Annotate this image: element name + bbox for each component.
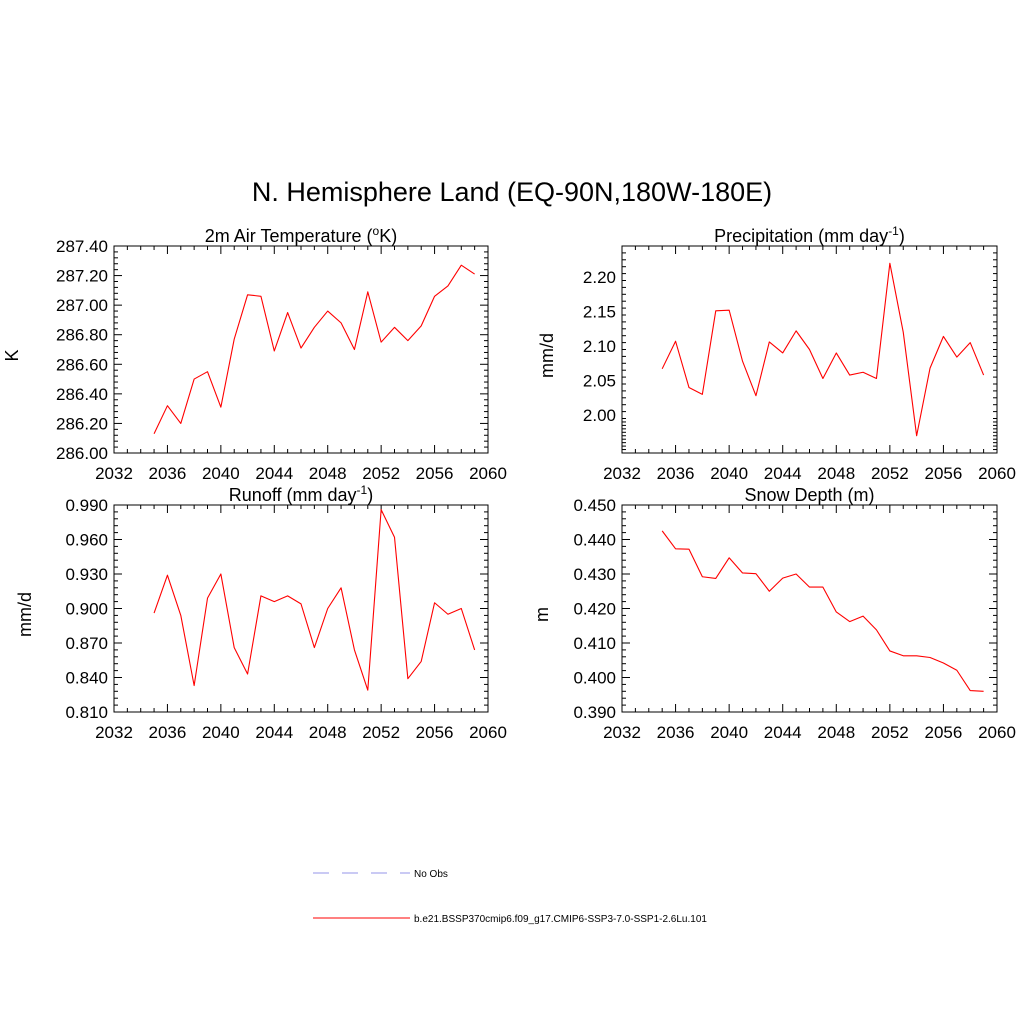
y-tick-label: 2.20 [583, 268, 616, 287]
x-tick-label: 2048 [817, 723, 855, 742]
x-tick-label: 2044 [764, 464, 802, 483]
x-tick-label: 2040 [202, 464, 240, 483]
x-tick-label: 2044 [255, 464, 293, 483]
x-tick-label: 2032 [95, 723, 133, 742]
panel-title-superscript: o [373, 224, 380, 238]
x-tick-label: 2048 [309, 464, 347, 483]
x-tick-label: 2044 [764, 723, 802, 742]
x-tick-label: 2036 [657, 723, 695, 742]
x-tick-label: 2052 [871, 464, 909, 483]
y-tick-label: 0.840 [65, 669, 108, 688]
x-tick-label: 2048 [309, 723, 347, 742]
x-tick-label: 2052 [362, 464, 400, 483]
x-tick-label: 2032 [95, 464, 133, 483]
series-line-precipitation [661, 262, 985, 437]
y-tick-label: 0.450 [573, 496, 616, 515]
y-tick-label: 286.20 [56, 414, 108, 433]
panel-title-precipitation: Precipitation (mm day-1) [714, 224, 905, 246]
y-tick-label: 0.420 [573, 600, 616, 619]
y-tick-label: 287.00 [56, 296, 108, 315]
x-tick-label: 2032 [603, 464, 641, 483]
plot-frame [113, 504, 489, 713]
y-tick-label: 0.390 [573, 703, 616, 722]
y-tick-label: 286.00 [56, 444, 108, 463]
y-tick-label: 2.15 [583, 303, 616, 322]
y-tick-label: 0.990 [65, 496, 108, 515]
panel-title-runoff: Runoff (mm day-1) [229, 483, 373, 505]
y-axis-label: m [532, 607, 552, 622]
panel-title-suffix: ) [899, 226, 905, 246]
y-tick-label: 0.400 [573, 669, 616, 688]
y-tick-label: 286.60 [56, 355, 108, 374]
series-line-air-temperature [153, 264, 475, 435]
y-tick-label: 2.05 [583, 372, 616, 391]
y-tick-label: 286.40 [56, 385, 108, 404]
y-tick-label: 0.930 [65, 565, 108, 584]
x-tick-label: 2040 [202, 723, 240, 742]
panel-title-suffix: K) [379, 226, 397, 246]
panel-snow-depth: 2032 2036 2040 2044 2048 2052 2056 2060 0.390 0.4… [532, 485, 1016, 742]
y-tick-label: 0.960 [65, 531, 108, 550]
y-tick-label: 0.810 [65, 703, 108, 722]
legend-label-no-obs: No Obs [414, 869, 448, 880]
plot-frame [621, 504, 998, 713]
y-tick-label: 2.10 [583, 337, 616, 356]
x-tick-label: 2052 [871, 723, 909, 742]
legend: No Obs b.e21.BSSP370cmip6.f09_g17.CMIP6-… [313, 869, 707, 925]
x-tick-label: 2036 [149, 464, 187, 483]
y-tick-label: 2.00 [583, 406, 616, 425]
y-axis-label: mm/d [15, 592, 35, 637]
panel-title-suffix: ) [367, 485, 373, 505]
x-tick-label: 2044 [255, 723, 293, 742]
x-tick-label: 2040 [710, 464, 748, 483]
y-tick-label: 287.40 [56, 237, 108, 256]
x-tick-label: 2056 [416, 723, 454, 742]
panel-precipitation: 2032 2036 2040 2044 2048 2052 2056 2060 2.00 2.05… [537, 224, 1016, 483]
x-tick-label: 2048 [817, 464, 855, 483]
y-tick-label: 0.900 [65, 600, 108, 619]
y-tick-label: 287.20 [56, 267, 108, 286]
y-axis-label: K [2, 349, 22, 361]
x-tick-label: 2040 [710, 723, 748, 742]
x-tick-label: 2060 [978, 464, 1016, 483]
x-tick-label: 2056 [925, 464, 963, 483]
legend-label-model-run: b.e21.BSSP370cmip6.f09_g17.CMIP6-SSP3-7.… [414, 914, 707, 925]
panel-title-snow-depth: Snow Depth (m) [744, 485, 874, 505]
x-tick-label: 2036 [149, 723, 187, 742]
x-tick-label: 2060 [978, 723, 1016, 742]
panel-runoff: 2032 2036 2040 2044 2048 2052 2056 2060 0.810 0.8… [15, 483, 507, 742]
y-tick-label: 0.410 [573, 634, 616, 653]
panel-title-main: Precipitation (mm day [714, 226, 888, 246]
y-axis-label: mm/d [537, 333, 557, 378]
panel-title-main: Runoff (mm day [229, 485, 357, 505]
panel-title-main: Snow Depth (m) [744, 485, 874, 505]
panel-title-superscript: -1 [888, 224, 899, 238]
y-tick-label: 0.430 [573, 565, 616, 584]
panels-group: 2032 2036 2040 2044 2048 2052 2056 2060 286.00 28… [2, 224, 1016, 742]
y-tick-label: 0.440 [573, 531, 616, 550]
series-line-runoff [153, 509, 476, 691]
panel-title-air-temperature: 2m Air Temperature (oK) [205, 224, 397, 246]
series-line-snow-depth [661, 530, 984, 692]
x-tick-label: 2052 [362, 723, 400, 742]
y-tick-label: 286.80 [56, 326, 108, 345]
panel-title-superscript: -1 [357, 483, 368, 497]
panel-air-temperature: 2032 2036 2040 2044 2048 2052 2056 2060 286.00 28… [2, 224, 507, 483]
x-tick-label: 2056 [416, 464, 454, 483]
x-tick-label: 2056 [925, 723, 963, 742]
x-tick-label: 2060 [469, 723, 507, 742]
x-tick-label: 2036 [657, 464, 695, 483]
plot-frame [113, 245, 489, 454]
figure-title: N. Hemisphere Land (EQ-90N,180W-180E) [252, 177, 772, 207]
x-tick-label: 2060 [469, 464, 507, 483]
y-tick-label: 0.870 [65, 634, 108, 653]
panel-title-main: 2m Air Temperature ( [205, 226, 373, 246]
x-tick-label: 2032 [603, 723, 641, 742]
